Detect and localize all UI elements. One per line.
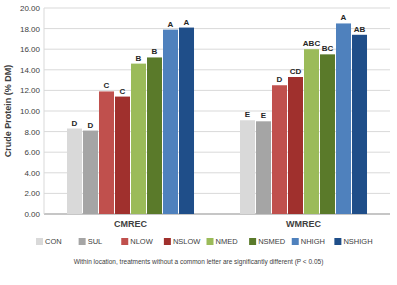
bar <box>99 91 114 214</box>
bar <box>67 129 82 214</box>
tick-label: 16.00 <box>20 45 41 54</box>
legend-label: NMED <box>216 237 239 246</box>
legend-label: NSLOW <box>173 237 201 246</box>
tick-label: 2.00 <box>24 189 40 198</box>
bar <box>83 131 98 214</box>
legend-swatch <box>121 238 128 245</box>
significance-letter: C <box>104 81 110 90</box>
bar <box>179 28 194 214</box>
bar <box>320 54 335 214</box>
significance-letter: C <box>120 87 126 96</box>
significance-letter: A <box>168 20 174 29</box>
bar <box>163 30 178 214</box>
legend-label: SUL <box>88 237 103 246</box>
bar <box>147 57 162 214</box>
tick-label: 14.00 <box>20 66 41 75</box>
significance-letter: A <box>341 13 347 22</box>
category-label: CMREC <box>114 219 147 229</box>
tick-label: 18.00 <box>20 25 41 34</box>
bar <box>131 64 146 214</box>
significance-letter: BC <box>322 44 334 53</box>
bar-letters: D D C C B B A A E E D CD ABCBC A AB <box>72 13 366 129</box>
legend-label: NLOW <box>130 237 153 246</box>
significance-letter: B <box>152 47 158 56</box>
bar <box>115 97 130 214</box>
footnote: Within location, treatments without a co… <box>74 258 324 266</box>
significance-letter: D <box>72 119 78 128</box>
legend-swatch <box>36 238 43 245</box>
bar <box>352 35 367 214</box>
significance-letter: E <box>245 110 251 119</box>
legend-swatch <box>249 238 256 245</box>
bar <box>288 77 303 214</box>
bar <box>256 121 271 214</box>
legend-swatch <box>334 238 341 245</box>
bar <box>272 85 287 214</box>
tick-label: 10.00 <box>20 107 41 116</box>
bar <box>304 49 319 214</box>
tick-label: 20.00 <box>20 4 41 13</box>
bar <box>336 23 351 214</box>
significance-letter: B <box>136 54 142 63</box>
legend: CON SUL NLOW NSLOW NMED NSMED NHIGH NSHIGH <box>36 237 373 246</box>
significance-letter: CD <box>290 67 302 76</box>
grid-line <box>44 8 390 9</box>
tick-label: 4.00 <box>24 169 40 178</box>
legend-swatch <box>292 238 299 245</box>
significance-letter: E <box>261 111 267 120</box>
legend-label: CON <box>45 237 62 246</box>
tick-label: 8.00 <box>24 128 40 137</box>
tick-label: 6.00 <box>24 148 40 157</box>
significance-letter: ABC <box>303 39 321 48</box>
y-axis-label: Crude Protein (% DM) <box>3 65 13 158</box>
legend-label: NHIGH <box>301 237 325 246</box>
legend-label: NSHIGH <box>343 237 372 246</box>
legend-label: NSMED <box>258 237 286 246</box>
significance-letter: D <box>277 75 283 84</box>
legend-swatch <box>207 238 214 245</box>
bars <box>67 23 367 214</box>
significance-letter: A <box>184 18 190 27</box>
significance-letter: D <box>88 121 94 130</box>
legend-swatch <box>79 238 86 245</box>
significance-letter: AB <box>354 25 366 34</box>
bar <box>240 120 255 214</box>
tick-label: 12.00 <box>20 86 41 95</box>
y-axis <box>44 8 45 214</box>
tick-label: 0.00 <box>24 210 40 219</box>
chart: 0.00 2.00 4.00 6.00 8.00 10.00 12.00 14.00 16.00… <box>0 0 397 285</box>
category-label: WMREC <box>286 219 321 229</box>
legend-swatch <box>164 238 171 245</box>
